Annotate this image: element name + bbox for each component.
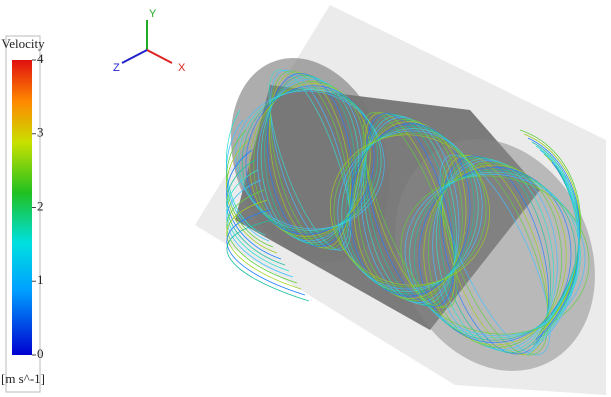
streamline: [269, 69, 351, 251]
z-axis-label: Z: [113, 62, 120, 74]
streamline: [441, 154, 549, 356]
streamline: [531, 141, 580, 316]
streamline: [364, 113, 456, 307]
streamline: [226, 169, 290, 272]
streamline: [432, 160, 558, 350]
streamline: [364, 112, 456, 308]
streamline: [238, 89, 382, 231]
streamline: [226, 139, 278, 254]
streamline: [226, 149, 282, 260]
streamline: [269, 71, 351, 249]
streamline: [435, 158, 555, 352]
y-axis-label: Y: [149, 8, 157, 20]
streamline: [349, 123, 471, 297]
streamline: [526, 173, 580, 356]
streamline: [353, 121, 467, 299]
streamline: [400, 175, 590, 335]
streamline: [249, 83, 371, 237]
streamline: [427, 162, 563, 348]
z-axis-arrow: [121, 49, 148, 64]
legend-title: Velocity: [1, 36, 45, 51]
tick-label: 1: [37, 272, 44, 287]
streamline: [345, 125, 475, 295]
streamline: [439, 154, 551, 356]
streamline: [360, 116, 460, 304]
streamline: [423, 164, 567, 346]
streamline: [409, 171, 581, 339]
streamline: [527, 137, 581, 311]
tick-label: 2: [37, 198, 44, 213]
streamline: [226, 129, 274, 248]
x-axis-label: X: [178, 62, 186, 74]
streamline: [268, 69, 352, 251]
streamline: [330, 134, 490, 286]
streamline: [270, 70, 350, 250]
streamline: [260, 76, 360, 244]
streamline: [357, 118, 463, 302]
streamline: [362, 112, 458, 308]
streamline: [226, 179, 294, 278]
streamline: [264, 74, 356, 246]
legend-unit: [m s^-1]: [1, 371, 45, 386]
tick-label: 0: [37, 346, 44, 361]
streamline: [418, 167, 572, 343]
streamline: [404, 173, 586, 337]
streamline: [226, 209, 306, 296]
streamline: [245, 85, 375, 235]
streamline: [365, 112, 455, 308]
colorbar: [12, 60, 32, 355]
tick-label: 4: [37, 51, 44, 66]
x-axis-arrow: [146, 49, 173, 64]
streamline: [266, 73, 354, 247]
tick-label: 3: [37, 125, 44, 140]
streamlines: [226, 69, 590, 356]
streamline: [333, 132, 487, 288]
streamline: [341, 128, 479, 292]
streamline: [226, 189, 298, 284]
streamline: [226, 199, 302, 290]
streamline: [363, 115, 457, 305]
streamline: [337, 130, 483, 290]
streamline: [529, 169, 580, 351]
streamline: [438, 156, 552, 354]
streamline: [226, 219, 310, 302]
streamline: [440, 155, 550, 355]
streamline: [226, 119, 270, 242]
streamline: [235, 90, 385, 230]
legend-ticks: 0 1 2 3 4: [32, 51, 44, 361]
